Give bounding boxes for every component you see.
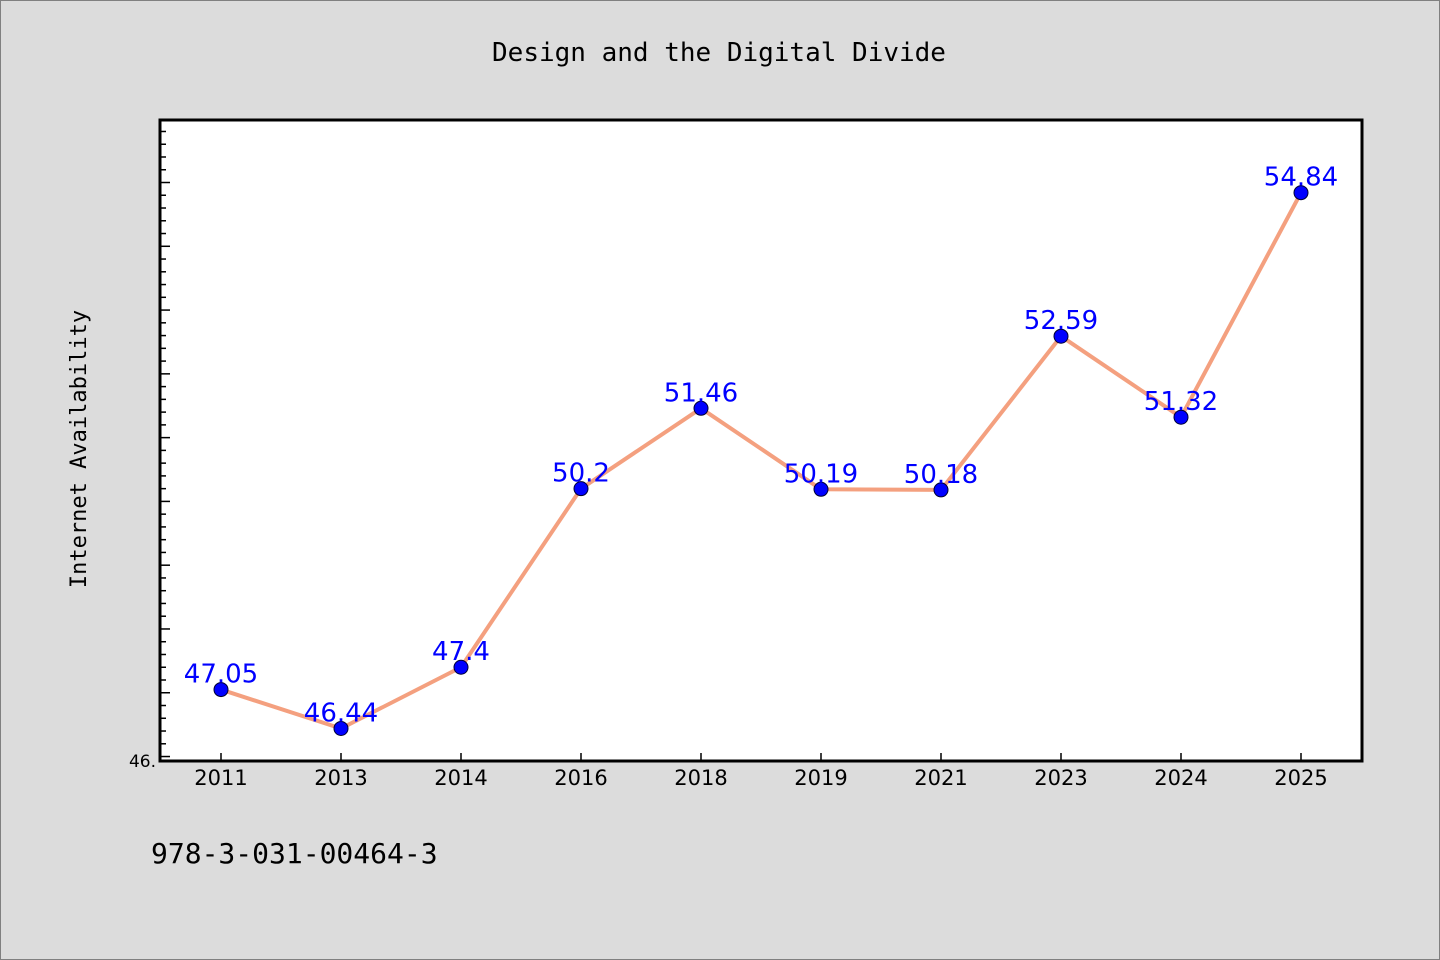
x-tick-label: 2024 <box>1154 766 1207 790</box>
y-tick-label: 46. <box>129 752 156 772</box>
y-axis-label: Internet Availability <box>67 310 92 588</box>
series-layer: 47.05 46.44 47.4 50.2 51.46 50.19 50.18 52.59 51… <box>184 163 1338 736</box>
data-label: 46.44 <box>304 698 378 728</box>
data-point <box>333 720 349 736</box>
x-tick-label: 2019 <box>794 766 847 790</box>
data-label: 47.4 <box>432 637 490 667</box>
y-axis-ticks: 46. <box>129 130 170 772</box>
data-point <box>813 481 829 497</box>
x-tick-label: 2013 <box>314 766 367 790</box>
data-point <box>1053 328 1069 344</box>
plot-area <box>158 118 1364 763</box>
x-tick-label: 2018 <box>674 766 727 790</box>
x-axis-ticks: 2011 2013 2014 2016 2018 2019 2021 2023 2024 2025 <box>194 753 1328 790</box>
x-tick-label: 2014 <box>434 766 487 790</box>
x-tick-label: 2021 <box>914 766 967 790</box>
x-tick-label: 2023 <box>1034 766 1087 790</box>
data-label: 51.46 <box>664 378 738 408</box>
data-point <box>573 481 589 497</box>
x-tick-label: 2011 <box>194 766 247 790</box>
data-label: 50.2 <box>552 459 610 489</box>
data-point <box>693 400 709 416</box>
data-point <box>453 659 469 675</box>
data-label: 51.32 <box>1144 387 1218 417</box>
x-tick-label: 2016 <box>554 766 607 790</box>
data-label: 52.59 <box>1024 306 1098 336</box>
data-point <box>1173 409 1189 425</box>
data-point <box>1293 185 1309 201</box>
isbn-footer: 978-3-031-00464-3 <box>151 837 438 870</box>
series-line <box>220 191 1303 731</box>
data-point <box>933 482 949 498</box>
data-label: 50.19 <box>784 459 858 489</box>
data-label: 47.05 <box>184 660 258 690</box>
data-label: 50.18 <box>904 460 978 490</box>
data-point <box>213 682 229 698</box>
chart-title: Design and the Digital Divide <box>492 38 946 68</box>
data-label: 54.84 <box>1264 163 1338 193</box>
x-tick-label: 2025 <box>1274 766 1327 790</box>
